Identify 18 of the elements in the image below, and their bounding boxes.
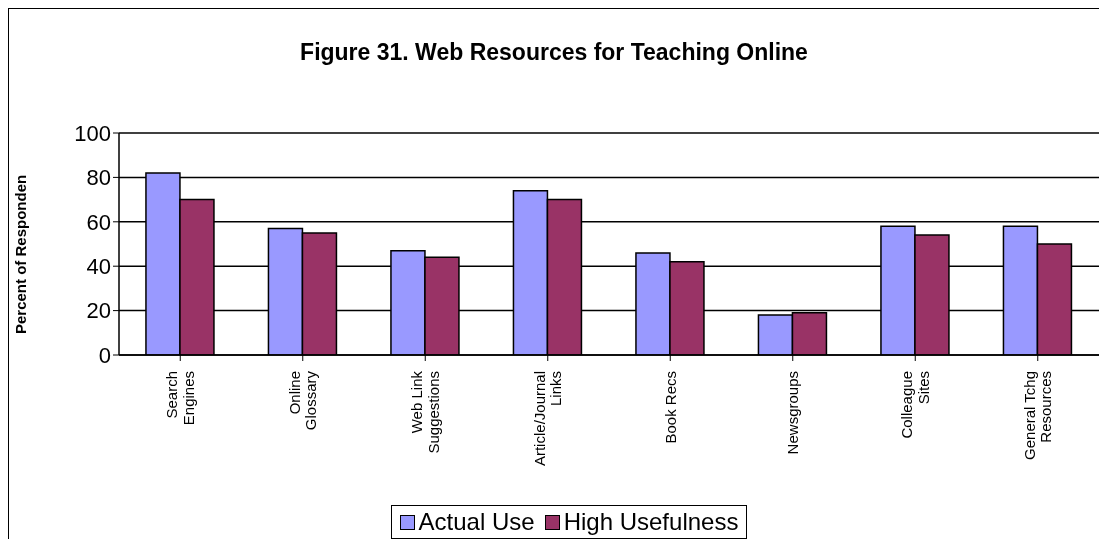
y-tick-label: 20 (86, 298, 111, 324)
chart-title: Figure 31. Web Resources for Teaching Online (299, 39, 809, 66)
y-tick-label: 0 (98, 342, 111, 368)
x-tick-label: Article/Journal Links (530, 371, 565, 467)
y-tick-label: 40 (86, 254, 111, 280)
legend-label: High Usefulness (563, 508, 739, 536)
y-tick-label: 80 (86, 165, 111, 191)
legend-label: Actual Use (418, 508, 535, 536)
x-tick-label: Newsgroups (784, 371, 801, 455)
y-tick-label: 60 (86, 209, 111, 235)
x-tick-label: Web Link Suggestions (408, 370, 442, 454)
x-tick-label: Colleague Sites (898, 371, 932, 439)
y-tick-label: 100 (74, 120, 111, 146)
y-axis-title: Percent of Responden (12, 174, 30, 334)
x-tick-label: Book Recs (661, 371, 679, 444)
x-tick-label: Online Glossary (285, 370, 320, 431)
x-tick-label: General Tchg Resources (1020, 371, 1055, 460)
x-tick-label: Search Engines (163, 371, 197, 426)
